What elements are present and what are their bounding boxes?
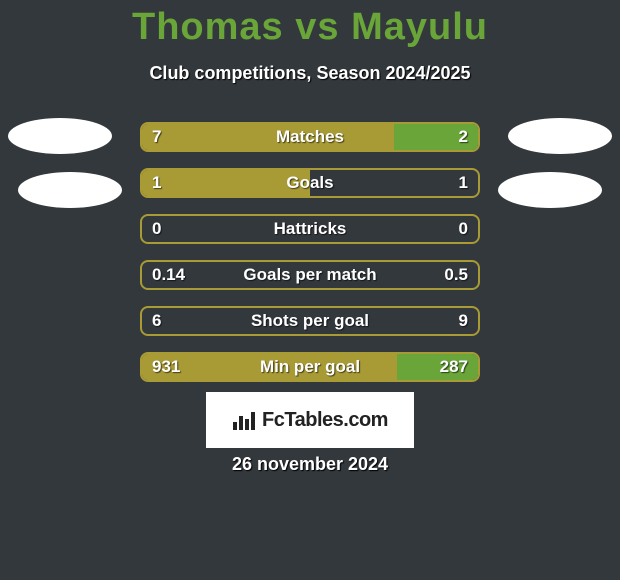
- stat-row: 931287Min per goal: [140, 352, 480, 382]
- date-text: 26 november 2024: [0, 454, 620, 475]
- player-left-badge-2: [18, 172, 122, 208]
- stat-label: Min per goal: [142, 354, 478, 380]
- stat-label: Goals per match: [142, 262, 478, 288]
- page-title: Thomas vs Mayulu: [0, 0, 620, 49]
- stat-label: Shots per goal: [142, 308, 478, 334]
- stat-row: 69Shots per goal: [140, 306, 480, 336]
- player-left-badge-1: [8, 118, 112, 154]
- comparison-rows: 72Matches 11Goals 00Hattricks 0.140.5Goals …: [140, 122, 480, 398]
- stat-row: 72Matches: [140, 122, 480, 152]
- player-right-badge-1: [508, 118, 612, 154]
- logo-box: FcTables.com: [206, 392, 414, 448]
- subtitle: Club competitions, Season 2024/2025: [0, 63, 620, 84]
- stat-row: 0.140.5Goals per match: [140, 260, 480, 290]
- stat-label: Goals: [142, 170, 478, 196]
- bars-icon: [232, 410, 256, 430]
- stat-label: Hattricks: [142, 216, 478, 242]
- player-right-badge-2: [498, 172, 602, 208]
- stat-row: 00Hattricks: [140, 214, 480, 244]
- logo-text: FcTables.com: [262, 409, 388, 432]
- stat-label: Matches: [142, 124, 478, 150]
- stat-row: 11Goals: [140, 168, 480, 198]
